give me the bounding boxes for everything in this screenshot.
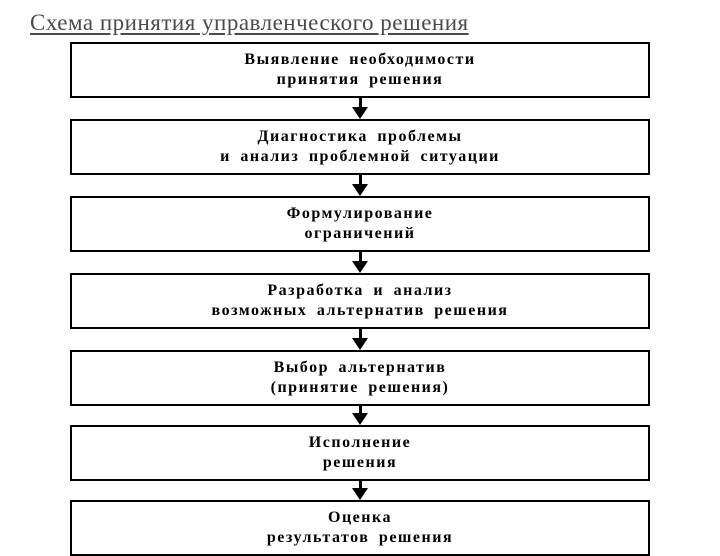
arrow-head: [352, 488, 368, 500]
flow-box-4-line2: возможных альтернатив решения: [82, 301, 638, 321]
flow-box-6-line1: Исполнение: [82, 433, 638, 453]
arrow-head: [352, 184, 368, 196]
arrow-head: [352, 338, 368, 350]
arrow-head: [352, 107, 368, 119]
flow-box-2: Диагностика проблемы и анализ проблемной…: [70, 119, 650, 175]
flow-box-7-line2: результатов решения: [82, 528, 638, 548]
flow-box-5-line2: (принятие решения): [82, 378, 638, 398]
flowchart-container: Выявление необходимости принятия решения…: [30, 42, 690, 556]
flow-box-5: Выбор альтернатив (принятие решения): [70, 350, 650, 406]
flow-box-7: Оценка результатов решения: [70, 500, 650, 556]
flow-box-5-line1: Выбор альтернатив: [82, 358, 638, 378]
arrow-head: [352, 261, 368, 273]
flow-box-2-line1: Диагностика проблемы: [82, 127, 638, 147]
flow-box-2-line2: и анализ проблемной ситуации: [82, 147, 638, 167]
flow-box-6: Исполнение решения: [70, 425, 650, 481]
flow-box-3-line1: Формулирование: [82, 204, 638, 224]
flow-box-1-line1: Выявление необходимости: [82, 50, 638, 70]
flow-box-4-line1: Разработка и анализ: [82, 281, 638, 301]
flow-box-6-line2: решения: [82, 453, 638, 473]
flow-box-7-line1: Оценка: [82, 508, 638, 528]
flow-box-1: Выявление необходимости принятия решения: [70, 42, 650, 98]
flow-box-3: Формулирование ограничений: [70, 196, 650, 252]
arrow-down-icon: [352, 481, 368, 500]
arrow-head: [352, 413, 368, 425]
flow-box-3-line2: ограничений: [82, 224, 638, 244]
arrow-down-icon: [352, 406, 368, 425]
arrow-down-icon: [352, 98, 368, 119]
flow-box-4: Разработка и анализ возможных альтернати…: [70, 273, 650, 329]
diagram-title: Схема принятия управленческого решения: [30, 10, 690, 36]
arrow-down-icon: [352, 329, 368, 350]
arrow-down-icon: [352, 252, 368, 273]
arrow-down-icon: [352, 175, 368, 196]
flow-box-1-line2: принятия решения: [82, 70, 638, 90]
